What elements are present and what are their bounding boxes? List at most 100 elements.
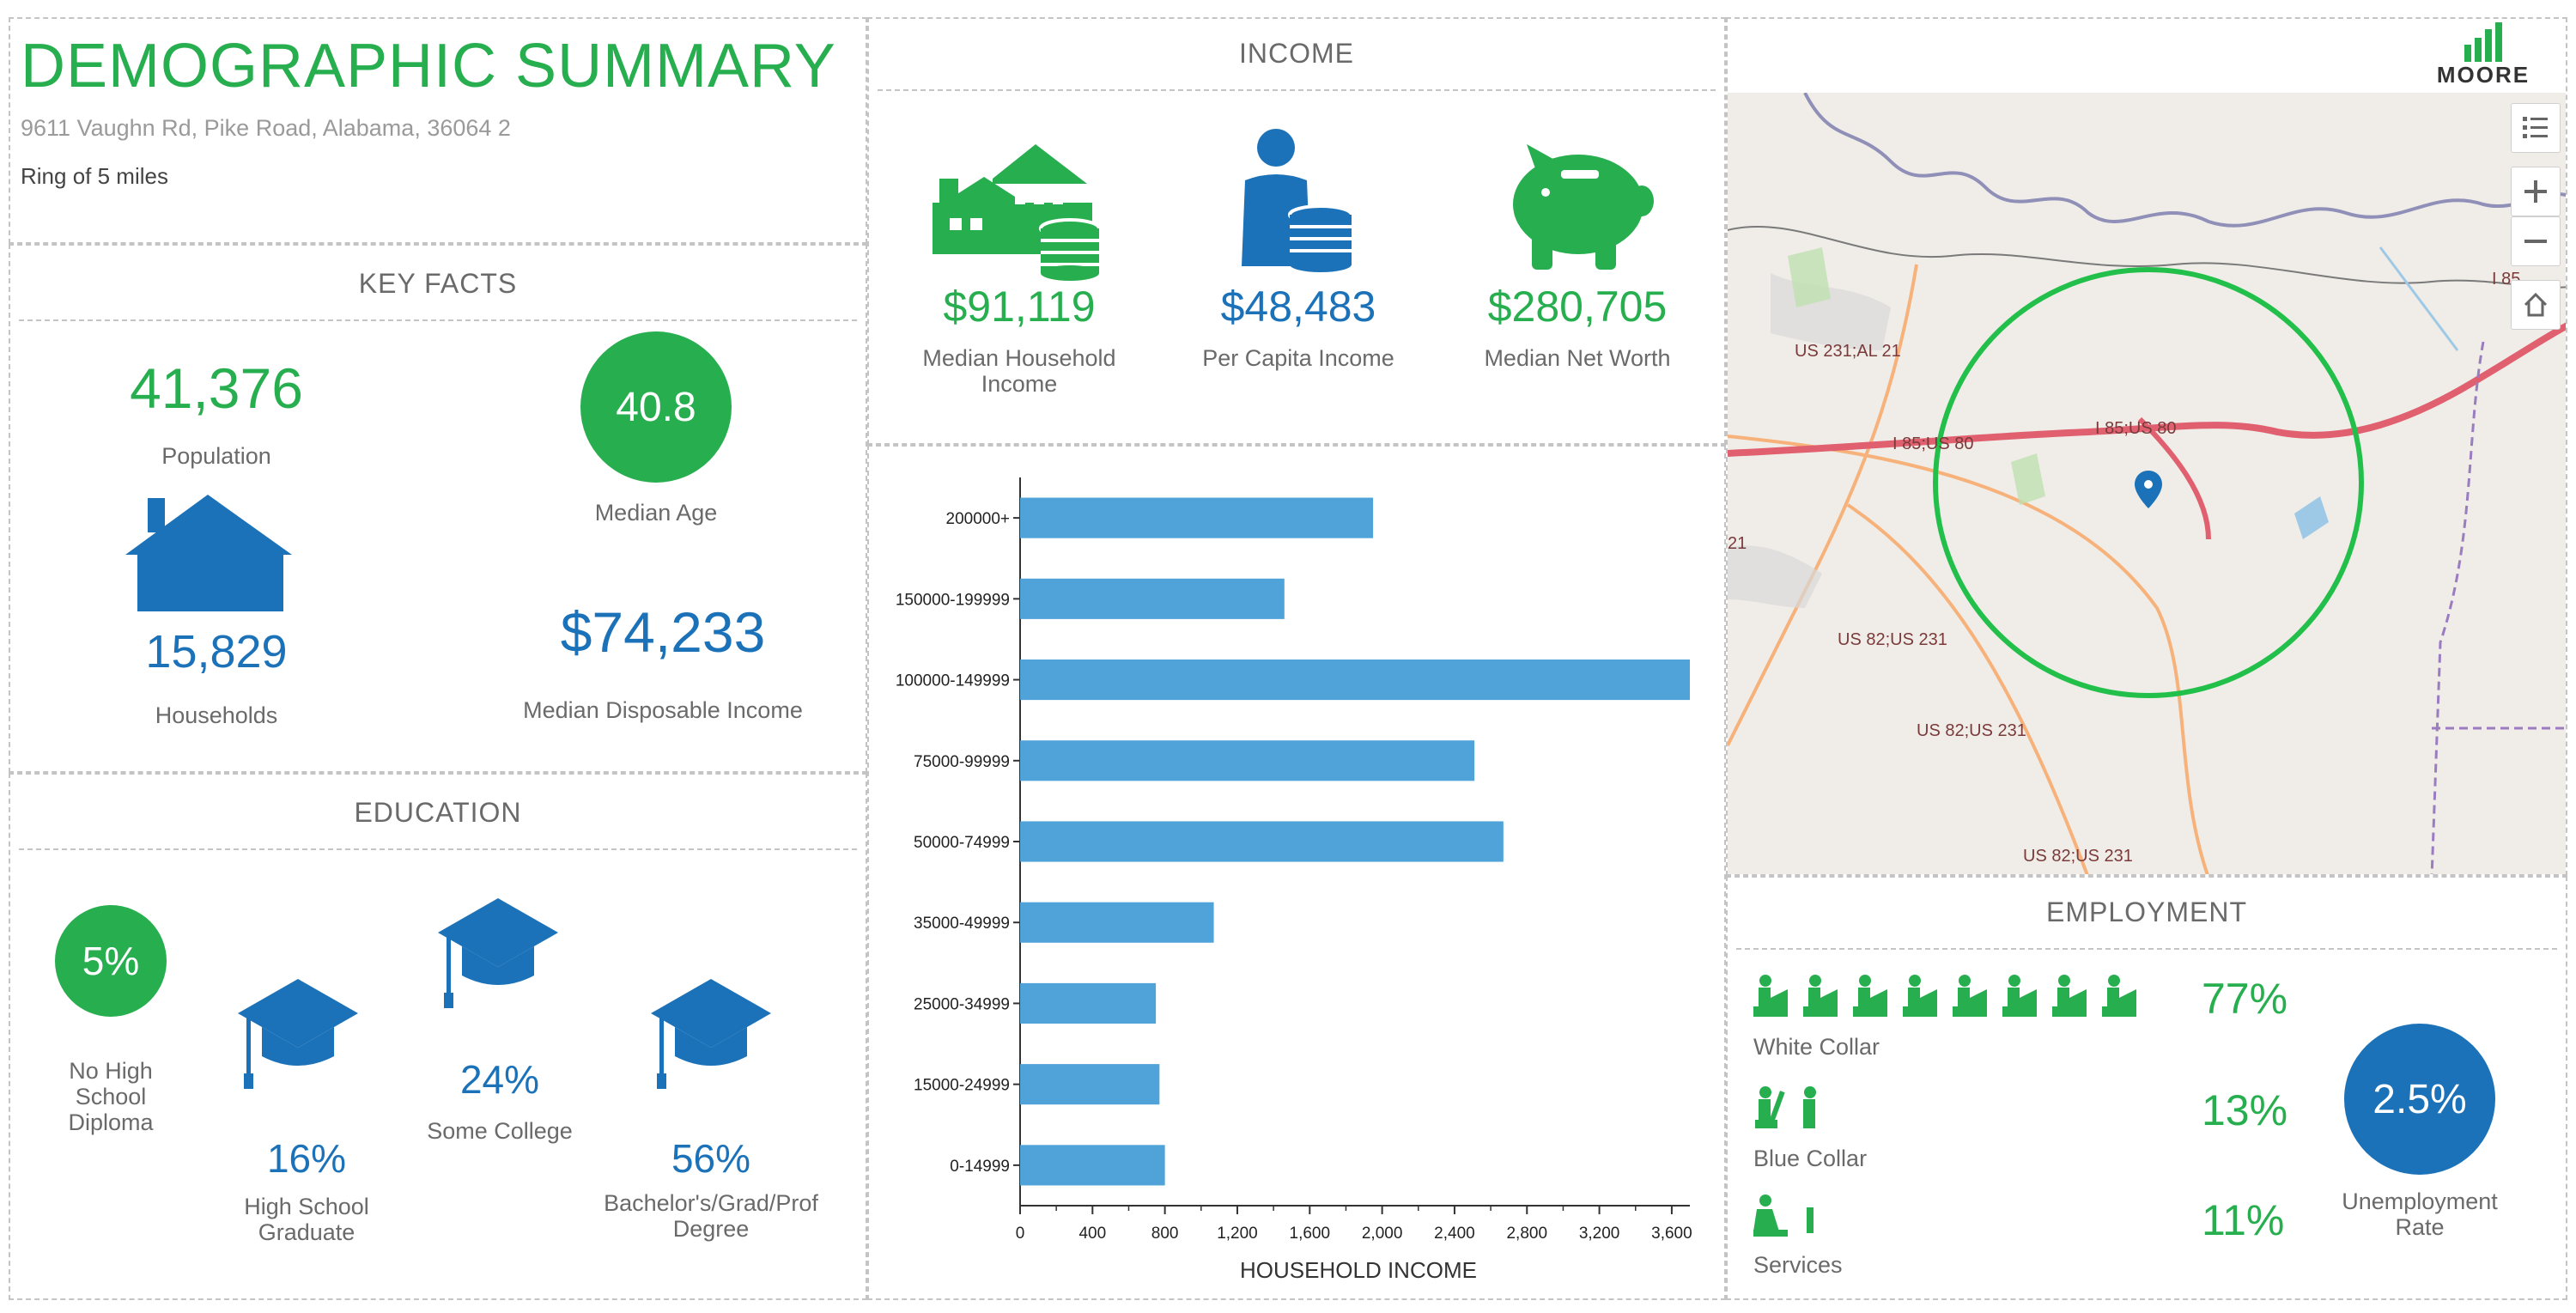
median-age-circle: 40.8 <box>580 331 732 483</box>
no-hs-value: 5% <box>82 939 140 983</box>
map-view[interactable]: US 231;AL 21 I 85;US 80 I 85;US 80 US 82… <box>1728 93 2566 874</box>
graduation-cap-icon <box>238 979 358 1095</box>
address-text: 9611 Vaughn Rd, Pike Road, Alabama, 3606… <box>21 115 511 141</box>
chart-x-tick-label: 3,200 <box>1579 1225 1620 1243</box>
bachelors-label: Bachelor's/Grad/Prof Degree <box>604 1190 818 1242</box>
per-capita-income-value: $48,483 <box>1220 283 1376 331</box>
net-worth-value: $280,705 <box>1487 283 1668 331</box>
road-label: US 231;AL 21 <box>1795 342 1901 361</box>
graduation-cap-icon <box>651 979 771 1095</box>
blue-collar-value: 13% <box>2202 1086 2288 1134</box>
education-divider <box>19 848 857 850</box>
services-value: 11% <box>2202 1196 2285 1244</box>
chart-x-tick-label: 2,800 <box>1506 1225 1547 1243</box>
chart-x-tick-label: 1,600 <box>1290 1225 1331 1243</box>
education-panel: EDUCATION 5% No High School Diploma 16% … <box>9 773 867 1300</box>
moore-logo: MOORE <box>2415 19 2552 93</box>
income-divider <box>878 89 1716 91</box>
road-label: US 82;US 231 <box>2023 847 2133 866</box>
median-age-label: Median Age <box>594 500 718 526</box>
unemployment-label: Unemployment Rate <box>2342 1188 2498 1240</box>
per-capita-income-label: Per Capita Income <box>1202 345 1394 371</box>
chart-x-tick-label: 3,600 <box>1651 1225 1692 1243</box>
white-collar-value: 77% <box>2202 975 2288 1023</box>
key-facts-divider <box>19 319 857 321</box>
household-income-chart-panel: 200000+ 150000-199999 100000-149999 75000-9… <box>867 445 1726 1300</box>
road-label: I 85;US 80 <box>2095 419 2177 438</box>
hs-value: 16% <box>266 1136 347 1181</box>
college-value: 24% <box>459 1057 540 1102</box>
chart-bar <box>1020 740 1475 781</box>
services-icons <box>1753 1194 1831 1244</box>
net-worth-label: Median Net Worth <box>1484 345 1671 371</box>
household-income-value: $91,119 <box>943 283 1096 331</box>
road-label: US 82;US 231 <box>1838 630 1947 649</box>
chart-category-label: 200000+ <box>946 510 1011 528</box>
households-value: 15,829 <box>145 626 288 678</box>
key-facts-header: KEY FACTS <box>358 268 518 299</box>
employment-panel: EMPLOYMENT 77% White Collar <box>1726 876 2567 1300</box>
page-title: DEMOGRAPHIC SUMMARY <box>21 32 836 100</box>
summary-panel: DEMOGRAPHIC SUMMARY 9611 Vaughn Rd, Pike… <box>9 17 867 244</box>
chart-x-tick-label: 0 <box>1016 1225 1025 1243</box>
chart-category-label: 75000-99999 <box>914 753 1010 771</box>
population-label: Population <box>161 443 271 469</box>
chart-bar <box>1020 902 1214 943</box>
zoom-in-icon[interactable] <box>2511 167 2561 216</box>
house-coins-icon <box>933 144 1104 286</box>
blue-collar-icons <box>1753 1085 1831 1136</box>
chart-x-axis-label: HOUSEHOLD INCOME <box>1240 1257 1477 1283</box>
house-icon <box>125 495 297 616</box>
chart-x-tick-label: 2,400 <box>1434 1225 1475 1243</box>
chart-x-tick-label: 400 <box>1078 1225 1106 1243</box>
no-hs-label: No High School Diploma <box>68 1058 154 1135</box>
employment-header: EMPLOYMENT <box>2045 897 2248 927</box>
disposable-income-label: Median Disposable Income <box>523 697 803 723</box>
chart-category-label: 150000-199999 <box>896 591 1010 609</box>
zoom-out-icon[interactable] <box>2511 216 2561 266</box>
person-coins-icon <box>1236 129 1357 279</box>
road-label: 21 <box>1728 534 1747 553</box>
disposable-income-value: $74,233 <box>560 600 766 664</box>
logo-text: MOORE <box>2436 62 2530 88</box>
chart-bar <box>1020 578 1285 619</box>
employment-divider <box>1736 948 2557 950</box>
ring-text: Ring of 5 miles <box>21 163 168 189</box>
chart-x-tick-label: 2,000 <box>1362 1225 1403 1243</box>
piggy-bank-icon <box>1501 144 1656 277</box>
chart-category-label: 0-14999 <box>950 1158 1010 1176</box>
chart-bar <box>1020 660 1690 701</box>
chart-category-label: 15000-24999 <box>914 1077 1010 1095</box>
white-collar-icons <box>1753 974 2166 1024</box>
unemployment-circle: 2.5% <box>2344 1024 2495 1175</box>
home-icon[interactable] <box>2511 280 2561 330</box>
legend-icon[interactable] <box>2511 103 2561 153</box>
chart-category-label: 25000-34999 <box>914 995 1010 1013</box>
chart-bar <box>1020 497 1374 538</box>
households-label: Households <box>155 702 278 728</box>
median-age-value: 40.8 <box>616 384 696 430</box>
household-income-label: Median Household Income <box>922 345 1116 397</box>
graduation-cap-icon <box>438 898 558 1014</box>
no-hs-circle: 5% <box>55 905 167 1017</box>
hs-label: High School Graduate <box>244 1194 369 1245</box>
chart-bar <box>1020 1145 1165 1186</box>
chart-bar <box>1020 982 1157 1024</box>
services-label: Services <box>1753 1252 1843 1278</box>
map-panel: MOORE U <box>1726 17 2567 876</box>
key-facts-panel: KEY FACTS 41,376 Population 40.8 Median … <box>9 244 867 773</box>
blue-collar-label: Blue Collar <box>1753 1146 1868 1171</box>
chart-x-tick-label: 800 <box>1151 1225 1179 1243</box>
chart-x-tick-label: 1,200 <box>1217 1225 1258 1243</box>
population-value: 41,376 <box>130 356 303 420</box>
chart-bar <box>1020 821 1504 862</box>
chart-category-label: 100000-149999 <box>896 672 1010 690</box>
income-panel: INCOME $91,119 Median House <box>867 17 1726 445</box>
college-label: Some College <box>427 1118 573 1144</box>
white-collar-label: White Collar <box>1753 1034 1880 1060</box>
unemployment-value: 2.5% <box>2372 1076 2467 1122</box>
road-label: I 85;US 80 <box>1893 435 1974 453</box>
education-header: EDUCATION <box>354 797 522 828</box>
bachelors-value: 56% <box>671 1136 751 1181</box>
